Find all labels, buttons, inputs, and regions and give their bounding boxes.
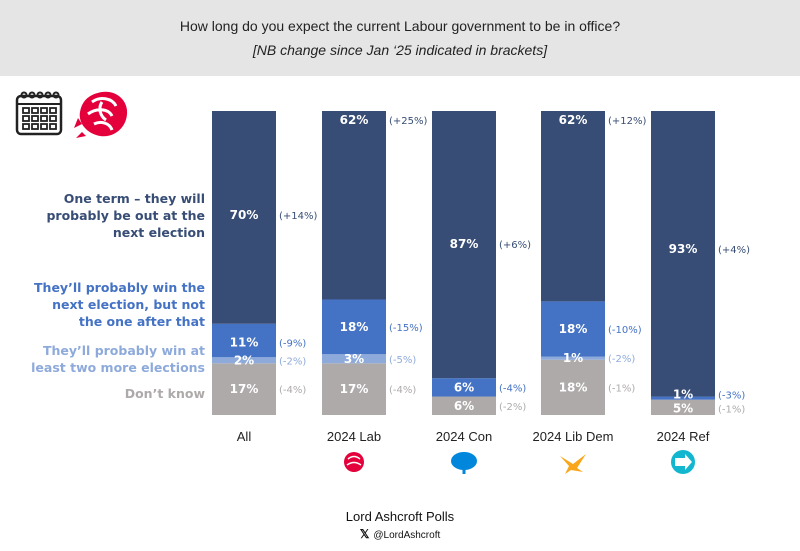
data-label: 11% [230,336,259,350]
change-label: (-1%) [608,383,635,394]
conservative-tree-icon [451,452,477,474]
x-logo-icon: 𝕏 [359,527,370,541]
bar-2024-lab-series-1 [322,299,386,355]
change-label: (-9%) [279,339,306,350]
chart-title: How long do you expect the current Labou… [179,18,621,34]
labour-rose-icon [74,91,128,138]
data-label: 1% [563,351,583,365]
category-label: 2024 Ref [657,429,710,444]
data-label: 93% [669,242,698,256]
bar-2024-con-series-3 [432,396,496,415]
data-label: 87% [450,237,479,251]
data-label: 6% [454,399,474,413]
legend-dont-know: Don’t know [5,385,205,402]
bar-2024-lib-dem-series-3 [541,359,605,415]
bar-2024-lib-dem-series-0 [541,111,605,302]
legend-line: least two more elections [31,360,205,375]
bar-2024-lib-dem-series-1 [541,301,605,357]
change-label: (-5%) [389,355,416,366]
bar-2024-lab-series-0 [322,111,386,300]
legend-line: probably be out at the [46,208,205,223]
data-label: 18% [559,322,588,336]
bar-all-series-1 [212,323,276,358]
change-label: (+12%) [608,116,647,127]
change-label: (-4%) [499,383,526,394]
change-label: (-1%) [718,404,745,415]
legend-line: the one after that [78,314,205,329]
bar-2024-lab-series-3 [322,363,386,415]
change-label: (+25%) [389,116,428,127]
bar-2024-ref-series-0 [651,111,715,397]
data-label: 1% [673,388,693,402]
bar-2024-lib-dem-series-2 [541,356,605,360]
bar-2024-ref-series-1 [651,396,715,400]
legend-line: next election [112,225,205,240]
calendar-icon [15,91,63,136]
category-label: All [237,429,252,444]
data-label: 17% [340,382,369,396]
legend-line: next election, but not [52,297,205,312]
change-label: (-15%) [389,323,423,334]
data-label: 62% [559,113,588,127]
data-label: 5% [673,401,693,415]
data-label: 17% [230,382,259,396]
change-label: (-2%) [608,354,635,365]
legend-line: One term – they will [63,191,205,206]
chart-subtitle: [NB change since Jan ‘25 indicated in br… [252,42,548,58]
bar-2024-lab-series-2 [322,354,386,364]
labour-rose-icon [344,452,364,472]
category-label: 2024 Lab [327,429,381,444]
data-label: 6% [454,380,474,394]
bar-2024-ref-series-3 [651,399,715,415]
change-label: (+6%) [499,240,531,251]
change-label: (-4%) [279,385,306,396]
data-label: 62% [340,113,369,127]
category-label: 2024 Con [436,429,492,444]
bar-all-series-2 [212,357,276,364]
footer-handle: @LordAshcroft [373,530,441,541]
bar-2024-con-series-0 [432,111,496,379]
legend-one-term: One term – they will probably be out at … [5,190,205,241]
legend-line: Don’t know [124,386,205,401]
stacked-bar-chart: 17% (-4%) 2% (-2%) 11% (-9%) 70% (+14%) All 17% (-… [212,111,750,474]
reform-uk-icon [671,450,695,474]
data-label: 2% [234,353,254,367]
footer-title: Lord Ashcroft Polls [345,509,455,524]
bar-all-series-0 [212,111,276,324]
legend-win-two: They’ll probably win at least two more e… [5,342,205,376]
legend-line: They’ll probably win the [34,280,205,295]
header-banner: How long do you expect the current Labou… [0,0,800,76]
legend-win-next: They’ll probably win the next election, … [5,279,205,330]
legend-line: They’ll probably win at [42,343,205,358]
change-label: (-2%) [499,402,526,413]
change-label: (+14%) [279,211,318,222]
category-label: 2024 Lib Dem [533,429,614,444]
change-label: (+4%) [718,245,750,256]
change-label: (-4%) [389,385,416,396]
footer-handle-row: 𝕏 @LordAshcroft [0,527,800,541]
change-label: (-2%) [279,356,306,367]
change-label: (-10%) [608,325,642,336]
data-label: 18% [340,320,369,334]
data-label: 3% [344,352,364,366]
bar-2024-con-series-1 [432,378,496,397]
data-label: 70% [230,208,259,222]
change-label: (-3%) [718,391,745,402]
data-label: 18% [559,380,588,394]
bar-all-series-3 [212,363,276,415]
libdem-bird-icon [560,454,586,474]
